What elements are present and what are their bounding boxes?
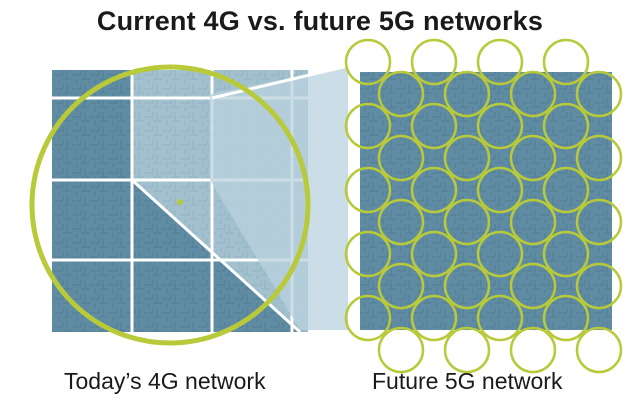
small-cell-ring <box>410 230 458 278</box>
small-cell-ring <box>575 134 623 182</box>
small-cell-ring <box>377 198 425 246</box>
small-cell-ring <box>377 262 425 310</box>
5g-caption: Future 5G network <box>372 368 563 394</box>
small-cell-ring <box>410 38 458 86</box>
small-cell-ring <box>410 166 458 214</box>
small-cell-ring <box>443 70 491 118</box>
diagram-title: Current 4G vs. future 5G networks <box>96 6 544 36</box>
small-cell-ring <box>509 326 557 374</box>
small-cell-ring <box>509 198 557 246</box>
small-cell-ring <box>542 294 590 342</box>
small-cell-ring <box>542 166 590 214</box>
small-cell-ring <box>476 38 524 86</box>
small-cell-ring <box>542 102 590 150</box>
small-cell-ring <box>344 38 392 86</box>
small-cell-ring <box>575 198 623 246</box>
small-cell-ring <box>476 230 524 278</box>
small-cell-ring <box>344 294 392 342</box>
small-cell-ring <box>575 70 623 118</box>
small-cell-ring <box>575 262 623 310</box>
small-cell-ring <box>443 262 491 310</box>
small-cell-ring <box>542 230 590 278</box>
small-cell-ring <box>509 134 557 182</box>
small-cell-ring <box>476 166 524 214</box>
small-cell-ring <box>443 198 491 246</box>
small-cell-ring <box>377 326 425 374</box>
small-cell-ring <box>377 134 425 182</box>
4g-caption: Today’s 4G network <box>64 368 266 394</box>
small-cell-ring <box>410 294 458 342</box>
small-cell-ring <box>542 38 590 86</box>
small-cell-ring <box>410 102 458 150</box>
4g-coverage-ring <box>29 64 311 346</box>
small-cell-ring <box>476 294 524 342</box>
zoom-funnel <box>210 66 348 330</box>
small-cell-ring <box>509 262 557 310</box>
small-cell-ring <box>377 70 425 118</box>
small-cell-ring <box>344 166 392 214</box>
small-cell-ring <box>344 230 392 278</box>
small-cell-ring <box>443 134 491 182</box>
small-cell-ring <box>344 102 392 150</box>
small-cell-ring <box>575 326 623 374</box>
small-cell-ring <box>443 326 491 374</box>
5g-small-cell-grid <box>344 38 623 374</box>
small-cell-ring <box>476 102 524 150</box>
small-cell-ring <box>509 70 557 118</box>
